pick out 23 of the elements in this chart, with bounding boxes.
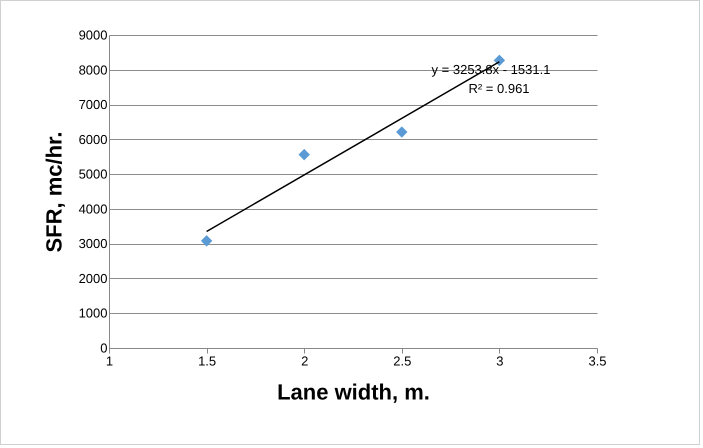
y-tick-label: 7000 — [78, 97, 108, 112]
y-tick-label: 5000 — [78, 166, 108, 182]
y-tick-label: 6000 — [78, 132, 108, 147]
point — [396, 126, 408, 138]
y-tick-label: 3000 — [78, 236, 108, 252]
y-tick-label: 2000 — [78, 270, 108, 286]
annotation: R² = 0.961 — [468, 81, 530, 96]
point — [200, 235, 212, 247]
y-tick-label: 1000 — [78, 306, 108, 321]
x-tick-label: 2 — [301, 354, 308, 368]
y-tick-label: 0 — [100, 340, 108, 356]
x-tick-label: 3.5 — [588, 354, 607, 368]
x-tick-label: 1 — [106, 354, 114, 368]
y-tick-label: 4000 — [78, 201, 108, 216]
point — [494, 54, 506, 66]
point — [298, 148, 310, 160]
x-tick-label: 3 — [496, 354, 504, 368]
x-tick-label: 1.5 — [198, 354, 216, 368]
x-axis-title: Lane width, m. — [277, 380, 430, 404]
y-tick-label: 8000 — [78, 62, 108, 78]
x-tick-label: 2.5 — [393, 354, 412, 368]
y-axis-title: SFR, mc/hr. — [42, 131, 67, 253]
y-tick-label: 9000 — [78, 28, 108, 42]
